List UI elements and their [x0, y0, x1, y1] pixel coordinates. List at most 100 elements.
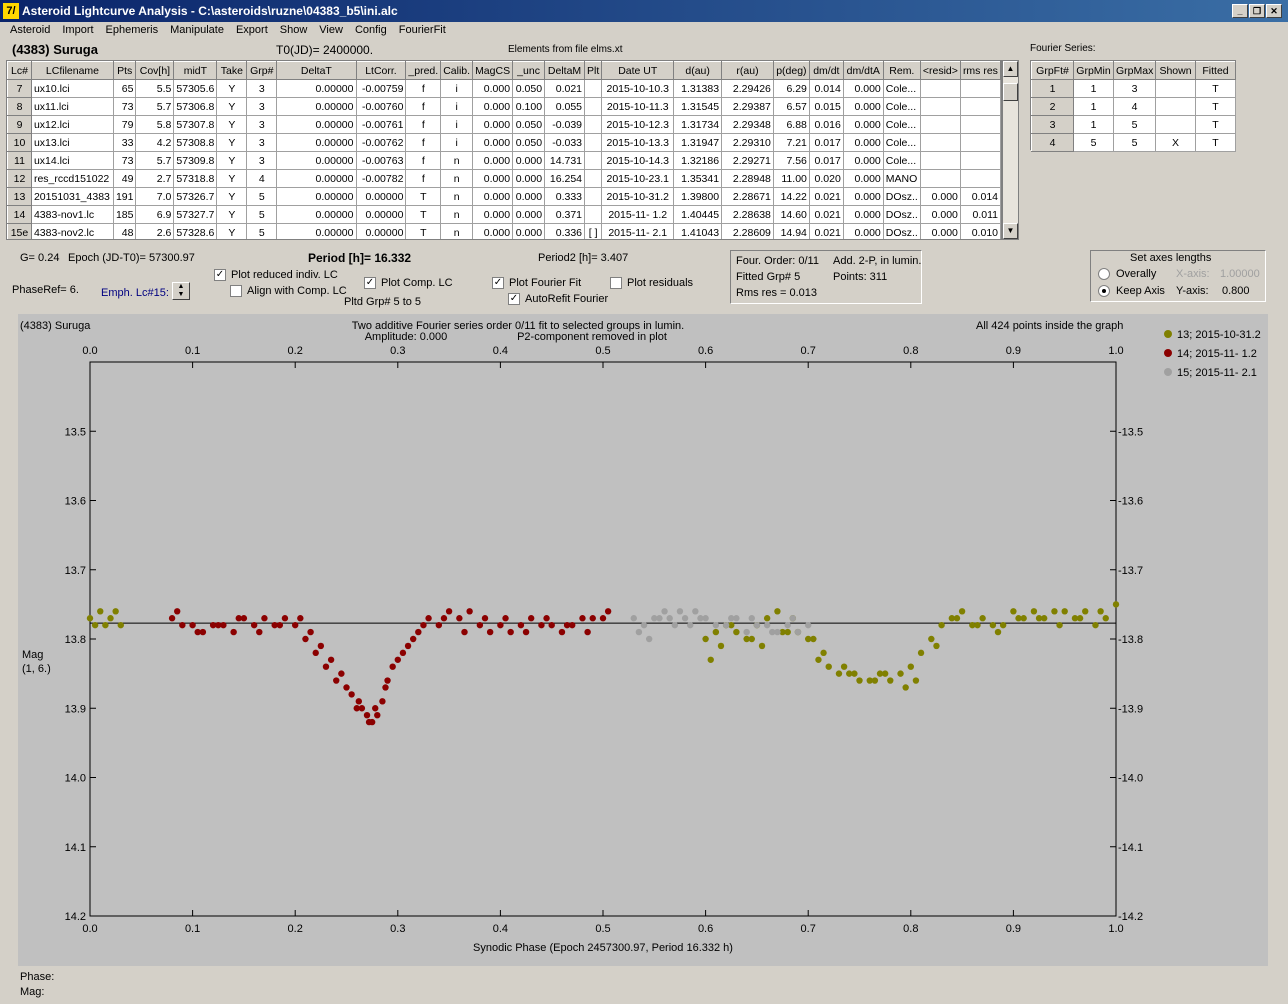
table-cell[interactable]: f	[405, 151, 442, 170]
table-row[interactable]: 11 ux14.lci 73 5.7 57309.8 Y 3 0.00000 -0.00763 f…	[7, 151, 1001, 170]
table-cell[interactable]: 6.57	[772, 97, 810, 116]
table-cell[interactable]: 12	[7, 169, 32, 188]
table-cell[interactable]: 1.40445	[673, 205, 723, 224]
table-cell[interactable]: 0.336	[544, 223, 586, 239]
table-cell[interactable]: 0.000	[472, 169, 514, 188]
table-cell[interactable]: 0.000	[842, 187, 884, 206]
table-cell[interactable]: 0.100	[512, 97, 546, 116]
table-cell[interactable]: 0.000	[472, 79, 514, 98]
table-cell[interactable]: Y	[216, 169, 248, 188]
plot-fourier-checkbox[interactable]: ✓ Plot Fourier Fit	[492, 277, 582, 290]
table-cell[interactable]: f	[405, 133, 442, 152]
table-cell[interactable]	[959, 133, 1001, 152]
table-cell[interactable]: n	[440, 205, 474, 224]
table-cell[interactable]: Y	[216, 79, 248, 98]
close-button[interactable]: ✕	[1266, 4, 1282, 18]
table-cell[interactable]: 6.29	[772, 79, 810, 98]
table-cell[interactable]: 48	[112, 223, 137, 239]
table-cell[interactable]: 79	[112, 115, 137, 134]
window-titlebar[interactable]: Asteroid Lightcurve Analysis - C:\astero…	[0, 0, 1288, 22]
table-cell[interactable]: 33	[112, 133, 137, 152]
column-header[interactable]: Plt	[584, 61, 603, 80]
column-header[interactable]: Calib.	[440, 61, 474, 80]
menu-ephemeris[interactable]: Ephemeris	[105, 24, 159, 36]
table-cell[interactable]: 1.41043	[673, 223, 723, 239]
table-cell[interactable]: 5	[246, 187, 278, 206]
table-cell[interactable]: ux10.lci	[30, 79, 114, 98]
table-cell[interactable]: 0.050	[512, 133, 546, 152]
table-cell[interactable]: 8	[7, 97, 32, 116]
table-cell[interactable]: 0.00000	[276, 133, 357, 152]
table-cell[interactable]: n	[440, 187, 474, 206]
table-cell[interactable]: 3	[246, 79, 278, 98]
table-cell[interactable]: 0.00000	[355, 223, 407, 239]
table-cell[interactable]: n	[440, 151, 474, 170]
column-header[interactable]: dm/dtA	[842, 61, 884, 80]
column-header[interactable]: Date UT	[601, 61, 675, 80]
table-cell[interactable]: -0.00759	[355, 79, 407, 98]
table-cell[interactable]: 0.000	[472, 151, 514, 170]
table-cell[interactable]: 73	[112, 151, 137, 170]
table-cell[interactable]: T	[405, 205, 442, 224]
table-row[interactable]: 13 20151031_4383 191 7.0 57326.7 Y 5 0.00000 0.0…	[7, 187, 1001, 206]
table-cell[interactable]	[584, 205, 603, 224]
table-cell[interactable]: 1.32186	[673, 151, 723, 170]
table-cell[interactable]: 0.00000	[276, 205, 357, 224]
fs-cell[interactable]	[1155, 79, 1196, 98]
table-cell[interactable]: i	[440, 97, 474, 116]
overally-radio[interactable]: Overally	[1098, 268, 1156, 281]
table-cell[interactable]: -0.00782	[355, 169, 407, 188]
table-cell[interactable]	[919, 115, 961, 134]
fs-cell[interactable]: 1	[1073, 79, 1114, 98]
table-cell[interactable]	[919, 97, 961, 116]
table-cell[interactable]: 7.0	[135, 187, 175, 206]
table-row[interactable]: 9 ux12.lci 79 5.8 57307.8 Y 3 0.00000 -0.00761 f i…	[7, 115, 1001, 134]
fs-cell[interactable]	[1155, 97, 1196, 116]
table-cell[interactable]	[959, 169, 1001, 188]
table-cell[interactable]: 2015-10-23.1	[601, 169, 675, 188]
x-axis-value[interactable]: 1.00000	[1220, 268, 1260, 280]
table-cell[interactable]: 1.39800	[673, 187, 723, 206]
table-cell[interactable]: f	[405, 97, 442, 116]
column-header[interactable]: d(au)	[673, 61, 723, 80]
table-cell[interactable]: -0.00761	[355, 115, 407, 134]
table-cell[interactable]: 2.28948	[721, 169, 774, 188]
table-row[interactable]: 15e 4383-nov2.lc 48 2.6 57328.6 Y 5 0.00000 0.00…	[7, 223, 1001, 239]
table-cell[interactable]: Y	[216, 223, 248, 239]
table-cell[interactable]: Y	[216, 97, 248, 116]
menu-view[interactable]: View	[319, 24, 343, 36]
fs-cell[interactable]: X	[1155, 133, 1196, 152]
fs-cell[interactable]: 1	[1073, 97, 1114, 116]
table-cell[interactable]: 2.7	[135, 169, 175, 188]
menu-fourierfit[interactable]: FourierFit	[398, 24, 446, 36]
column-header[interactable]: DeltaT	[276, 61, 357, 80]
table-cell[interactable]: 0.00000	[276, 97, 357, 116]
table-cell[interactable]: MANO	[882, 169, 921, 188]
table-row[interactable]: 10 ux13.lci 33 4.2 57308.8 Y 3 0.00000 -0.00762 f…	[7, 133, 1001, 152]
table-cell[interactable]: 0.000	[919, 205, 961, 224]
column-header[interactable]: p(deg)	[772, 61, 810, 80]
table-cell[interactable]: 0.015	[808, 97, 844, 116]
plot-residuals-checkbox[interactable]: Plot residuals	[610, 277, 693, 290]
table-cell[interactable]: 0.333	[544, 187, 586, 206]
autorefit-checkbox[interactable]: ✓ AutoRefit Fourier	[508, 293, 609, 306]
table-cell[interactable]	[959, 79, 1001, 98]
table-cell[interactable]: 7.56	[772, 151, 810, 170]
table-cell[interactable]: 15e	[7, 223, 32, 239]
table-cell[interactable]: 2015-11- 1.2	[601, 205, 675, 224]
table-cell[interactable]: 1.31734	[673, 115, 723, 134]
table-cell[interactable]: 0.00000	[276, 151, 357, 170]
table-cell[interactable]: 0.014	[959, 187, 1001, 206]
table-cell[interactable]: i	[440, 133, 474, 152]
period2-label[interactable]: Period2 [h]= 3.407	[538, 252, 629, 264]
table-cell[interactable]: n	[440, 223, 474, 239]
scroll-thumb[interactable]	[1003, 83, 1018, 101]
table-cell[interactable]: Cole...	[882, 97, 921, 116]
table-cell[interactable]: 2.29348	[721, 115, 774, 134]
column-header[interactable]: MagCS	[472, 61, 514, 80]
table-cell[interactable]: 73	[112, 97, 137, 116]
table-cell[interactable]: 13	[7, 187, 32, 206]
table-cell[interactable]: 2015-10-12.3	[601, 115, 675, 134]
